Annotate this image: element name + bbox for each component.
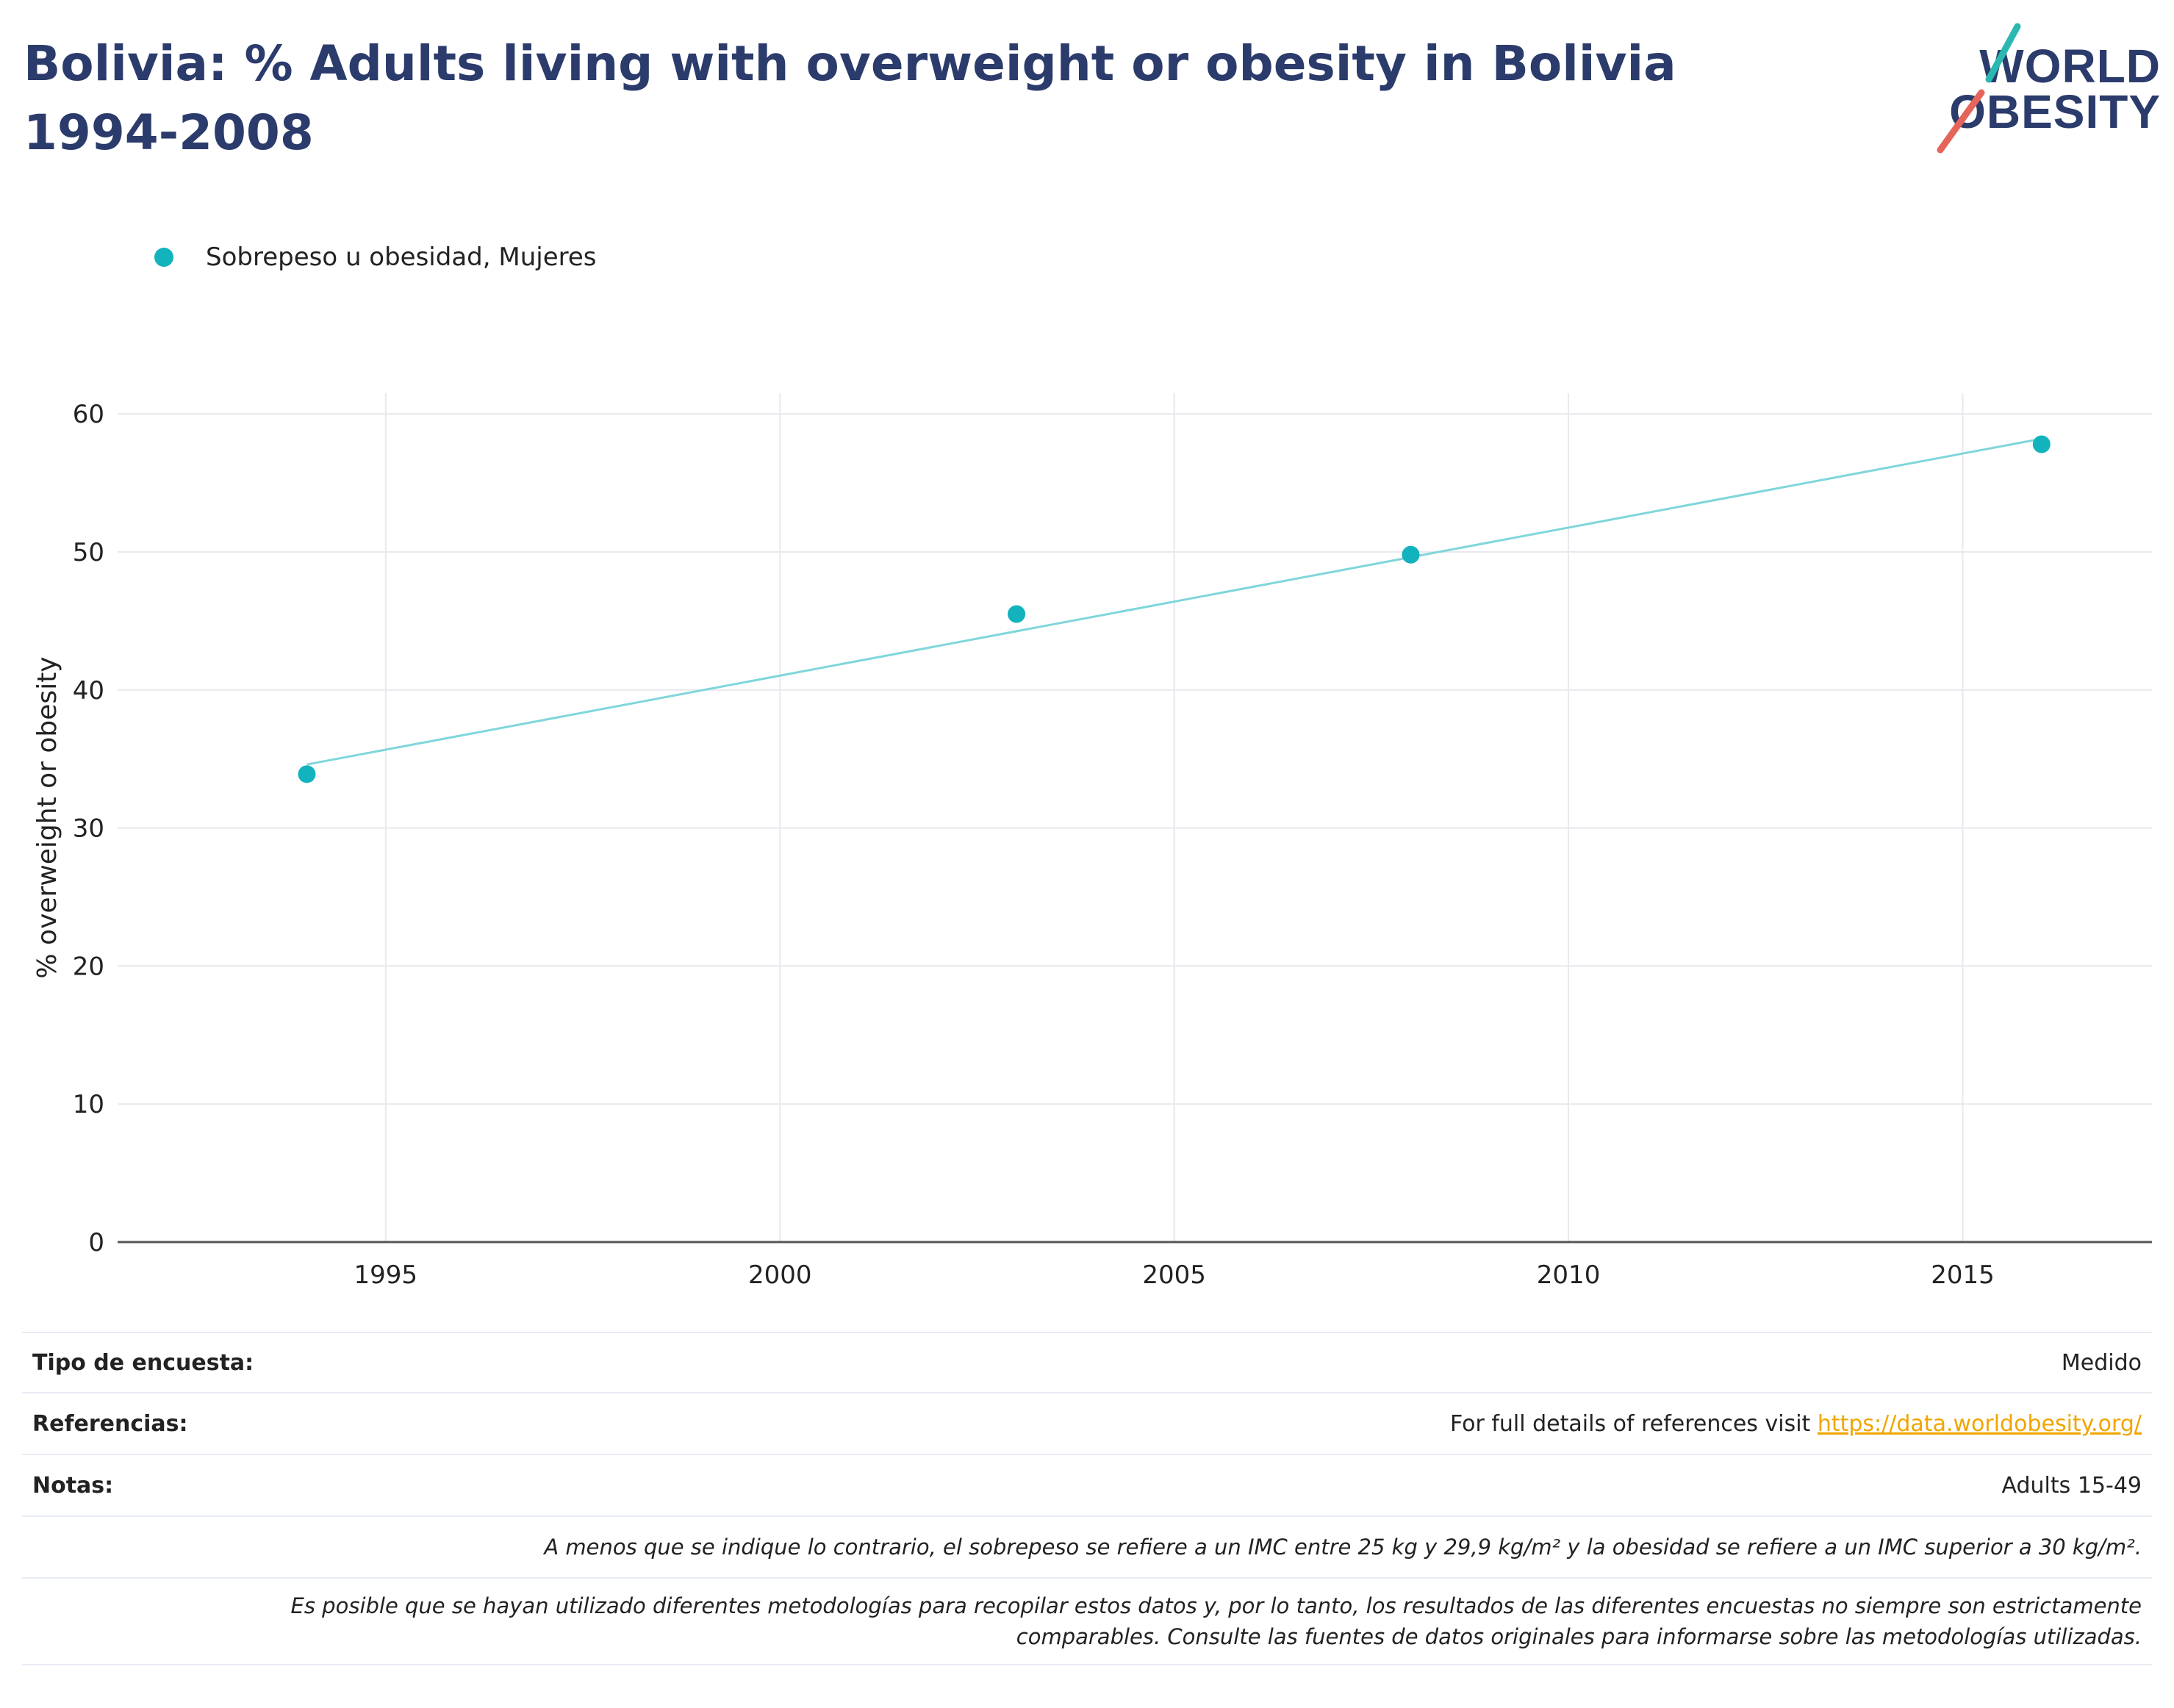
y-tick-label: 20 (73, 952, 104, 981)
footer-note-bmi: A menos que se indique lo contrario, el … (22, 1515, 2152, 1577)
y-tick-label: 10 (73, 1090, 104, 1119)
x-tick-label: 2000 (748, 1260, 812, 1290)
logo-text-obesity: OBESITY (1949, 85, 2161, 138)
data-point (1008, 605, 1026, 623)
footer-row-references: Referencias: For full details of referen… (22, 1392, 2152, 1454)
footer-label-references: Referencias: (32, 1410, 188, 1437)
references-link[interactable]: https://data.worldobesity.org/ (1817, 1410, 2142, 1437)
legend-label: Sobrepeso u obesidad, Mujeres (206, 243, 597, 272)
x-tick-label: 2015 (1931, 1260, 1995, 1290)
trend-line (306, 437, 2042, 766)
footer-label-survey-type: Tipo de encuesta: (32, 1349, 254, 1376)
footer-row-survey-type: Tipo de encuesta: Medido (22, 1332, 2152, 1392)
data-point (2032, 435, 2051, 453)
x-tick-label: 1995 (354, 1260, 418, 1290)
logo-text-world: WORLD (1979, 40, 2161, 93)
note-bmi-text: A menos que se indique lo contrario, el … (544, 1535, 2142, 1560)
y-tick-label: 0 (88, 1228, 104, 1257)
footer-value-notes: Adults 15-49 (2001, 1472, 2142, 1499)
y-axis-label: % overweight or obesity (32, 656, 62, 978)
y-tick-label: 40 (73, 676, 104, 706)
chart-legend[interactable]: Sobrepeso u obesidad, Mujeres (154, 243, 596, 272)
y-tick-label: 50 (73, 538, 104, 567)
legend-marker-icon (154, 248, 173, 267)
note-methodology-line1: Es posible que se hayan utilizado difere… (290, 1593, 2142, 1618)
footer-value-survey-type: Medido (2061, 1349, 2142, 1376)
page-title: Bolivia: % Adults living with overweight… (24, 35, 1676, 161)
y-tick-label: 30 (73, 814, 104, 844)
data-point (298, 765, 316, 783)
x-tick-label: 2005 (1142, 1260, 1206, 1290)
chart-area: 0 10 20 30 40 50 60 1995 2000 2005 2010 2015 % overw… (32, 393, 2152, 1290)
data-point (1402, 545, 1420, 564)
chart-footer: Tipo de encuesta: Medido Referencias: Fo… (22, 1332, 2152, 1665)
footer-value-references: For full details of references visit htt… (1450, 1411, 2142, 1437)
footer-note-methodology: Es posible que se hayan utilizado difere… (22, 1577, 2152, 1665)
x-tick-label: 2010 (1537, 1260, 1601, 1290)
note-methodology-line2: comparables. Consulte las fuentes de dat… (1016, 1624, 2142, 1649)
footer-row-notes: Notas: Adults 15-49 (22, 1454, 2152, 1515)
logo-slash-icon (1937, 23, 2021, 154)
world-obesity-logo[interactable]: WORLD OBESITY (1918, 21, 2161, 154)
y-tick-label: 60 (73, 400, 104, 429)
references-text: For full details of references visit (1449, 1410, 1818, 1437)
footer-label-notes: Notas: (32, 1472, 114, 1499)
